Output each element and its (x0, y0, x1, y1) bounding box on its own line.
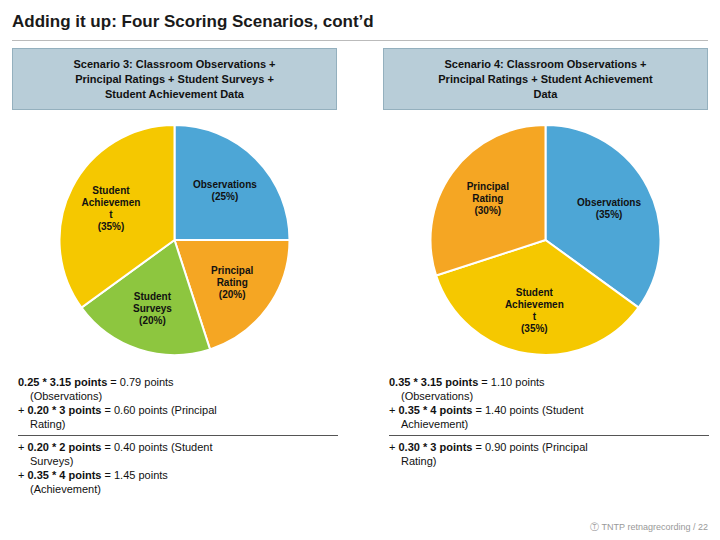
svg-text:StudentAchievement(35%): StudentAchievement(35%) (82, 184, 141, 231)
html-text:Ⓣ TNTP retnagrecording / 22: Ⓣ TNTP retnagrecording / 22 (590, 522, 708, 532)
html-text:+ 0.35 * 4 points = 1.45 point: + 0.35 * 4 points = 1.45 points (18, 469, 168, 481)
html-text:Rating): Rating) (401, 455, 437, 467)
svg-text:PrincipalRating(20%): PrincipalRating(20%) (211, 264, 253, 299)
html-text:Achievement): Achievement) (401, 418, 469, 430)
html-text:(Observations): (Observations) (401, 390, 474, 402)
svg-text:PrincipalRating(30%): PrincipalRating(30%) (467, 181, 509, 216)
html-text:+ 0.35 * 4 points = 1.40 point: + 0.35 * 4 points = 1.40 points (Student (389, 404, 584, 416)
html-text:+ 0.20 * 3 points = 0.60 point: + 0.20 * 3 points = 0.60 points (Princip… (18, 404, 217, 416)
svg-text:StudentAchievement(35%): StudentAchievement(35%) (505, 287, 564, 334)
html-text:+ 0.20 * 2 points = 0.40 point: + 0.20 * 2 points = 0.40 points (Student (18, 441, 213, 453)
html-text:+ 0.30 * 3 points = 0.90 point: + 0.30 * 3 points = 0.90 points (Princip… (389, 441, 588, 453)
html-text:0.25 * 3.15 points = 0.79 poin: 0.25 * 3.15 points = 0.79 points (18, 376, 174, 388)
html-text:0.35 * 3.15 points = 1.10 poin: 0.35 * 3.15 points = 1.10 points (389, 376, 545, 388)
html-text:Scenario 3: Classroom Observat: Scenario 3: Classroom Observations + Pri… (73, 57, 276, 100)
svg-text:Observations(25%): Observations(25%) (193, 178, 257, 201)
svg-text:StudentSurveys(20%): StudentSurveys(20%) (133, 290, 172, 325)
html-text:Adding it up: Four Scoring Sce: Adding it up: Four Scoring Scenarios, co… (12, 12, 374, 31)
html-text:(Observations): (Observations) (30, 390, 103, 402)
html-text:Rating): Rating) (30, 418, 66, 430)
html-text:Surveys): Surveys) (30, 455, 74, 467)
html-text:(Achievement): (Achievement) (30, 483, 101, 495)
svg-text:Observations(35%): Observations(35%) (577, 196, 641, 219)
html-text:Scenario 4: Classroom Observat: Scenario 4: Classroom Observations + Pri… (438, 57, 653, 100)
